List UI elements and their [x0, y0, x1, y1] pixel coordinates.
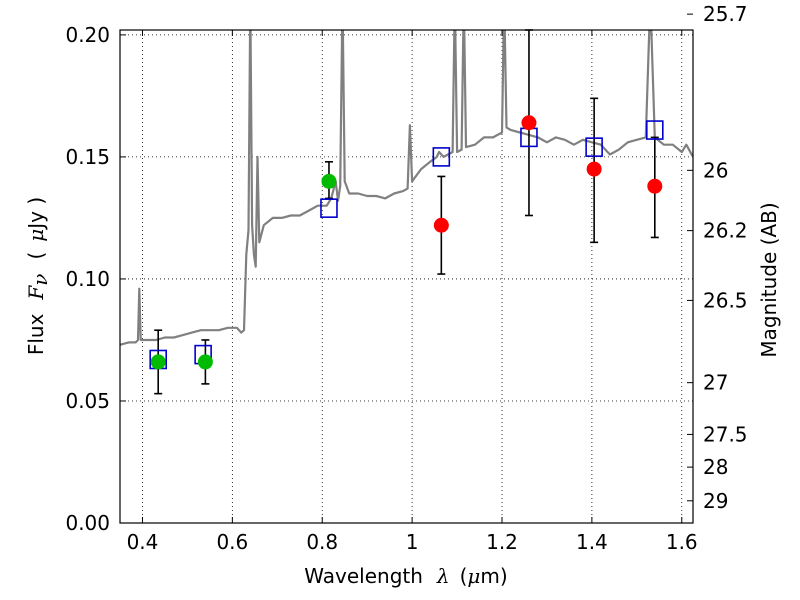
photometry-point [647, 178, 663, 194]
photometry-point [197, 354, 213, 370]
model-square-marker [320, 198, 338, 218]
x-tick-label: 1.2 [486, 530, 518, 554]
photometry-point [433, 217, 449, 233]
photometry-point [150, 354, 166, 370]
ticks: 0.4 0.6 0.8 1 1.2 1.4 1.6 0.00 0.05 0.10 0.15 0.20 2… [65, 2, 747, 554]
y2-tick-label: 29 [703, 489, 728, 513]
x-tick-label: 1.4 [576, 530, 608, 554]
y-tick-label: 0.15 [65, 145, 110, 169]
y-tick-label: 0.05 [65, 389, 110, 413]
x-tick-label: 1 [406, 530, 419, 554]
plot-frame [119, 29, 694, 524]
x-tick-label: 0.8 [306, 530, 338, 554]
x-tick-label: 0.6 [216, 530, 248, 554]
plot-data [120, 30, 693, 346]
spectrum-line [120, 30, 693, 346]
x-axis-label: Wavelength λ (μm) [304, 564, 507, 588]
model-square-marker [645, 120, 664, 140]
markers [149, 115, 664, 370]
y-axis-label: Flux Fν ( μJy ) [24, 197, 52, 355]
model-square-marker [585, 137, 603, 157]
photometry-point [521, 115, 537, 131]
y2-tick-label: 26.2 [703, 219, 748, 243]
y2-tick-label: 26.5 [703, 288, 748, 312]
y2-tick-label: 25.7 [703, 2, 748, 26]
y2-tick-label: 27 [703, 371, 728, 395]
y-tick-label: 0.20 [65, 23, 110, 47]
x-tick-label: 0.4 [127, 530, 159, 554]
y-tick-label: 0.10 [65, 267, 110, 291]
x-tick-label: 1.6 [666, 530, 698, 554]
y-tick-label: 0.00 [65, 511, 110, 535]
y2-tick-label: 28 [703, 455, 728, 479]
photometry-point [586, 161, 602, 177]
photometry-point [321, 173, 337, 189]
model-square-marker [432, 147, 451, 167]
y2-tick-label: 27.5 [703, 422, 748, 446]
y2-tick-label: 26 [703, 158, 728, 182]
y2-axis-label: Magnitude (AB) [757, 202, 781, 357]
